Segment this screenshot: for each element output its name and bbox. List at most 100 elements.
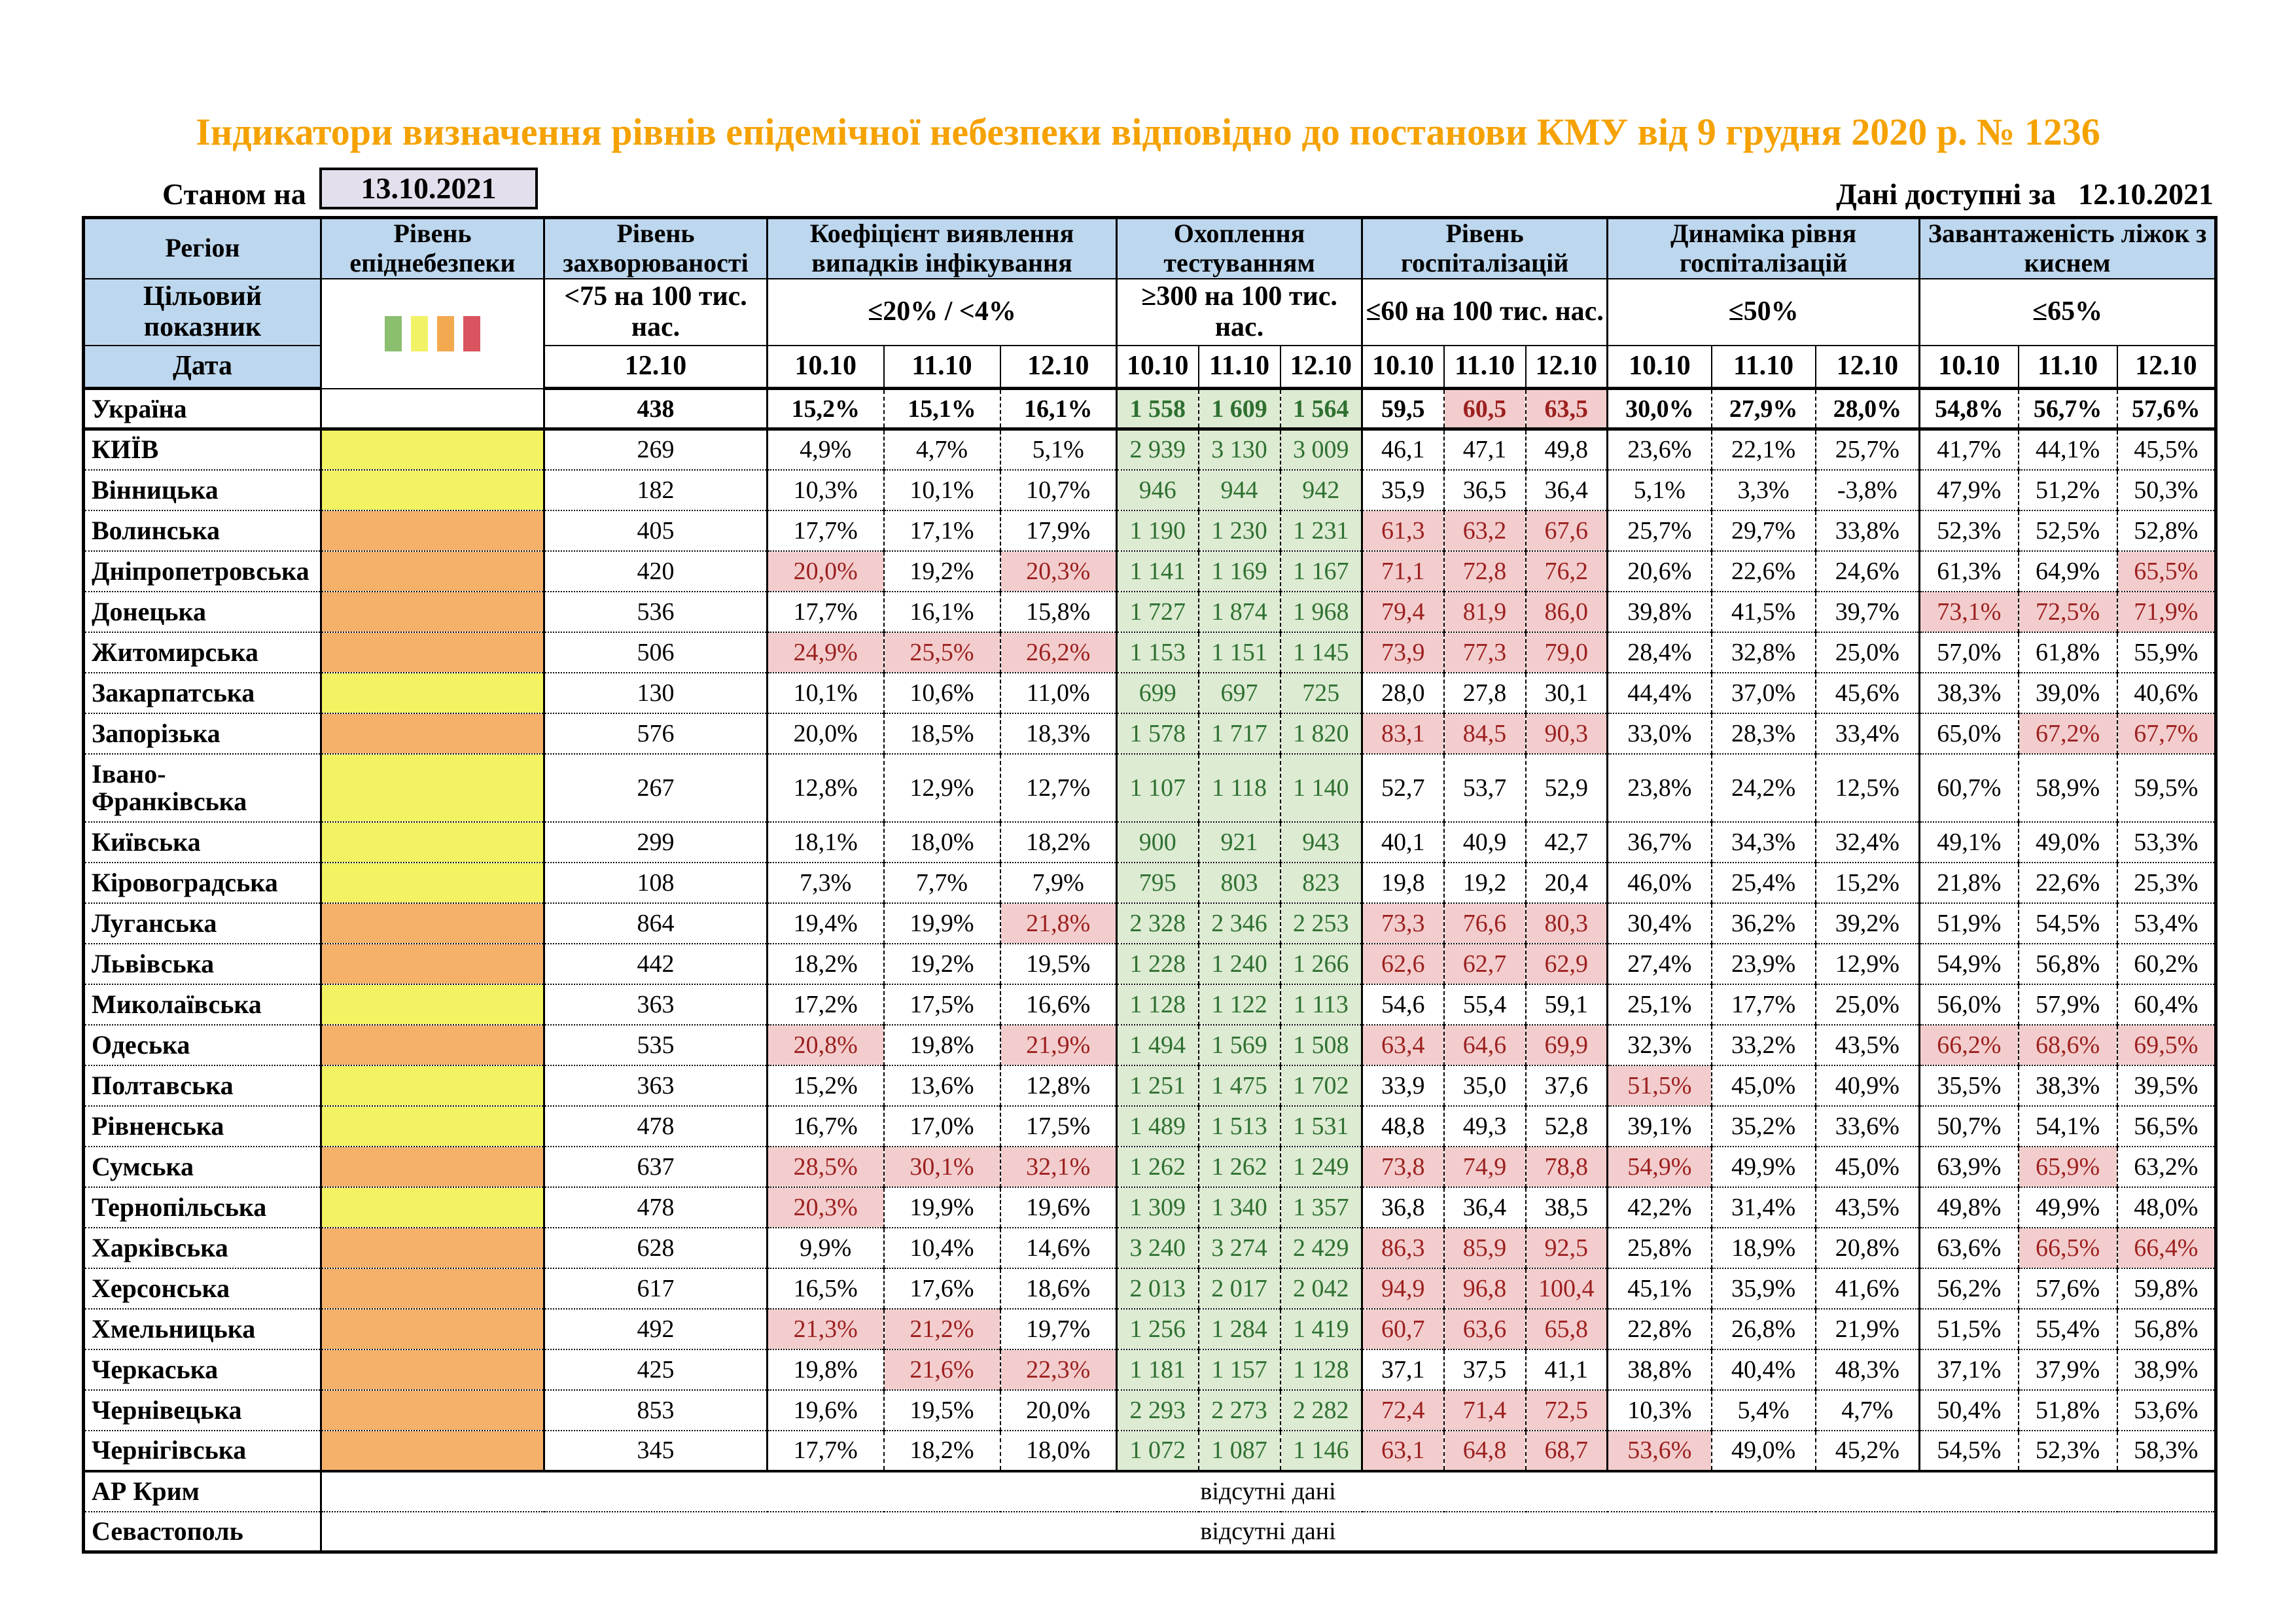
value-cell: 1 249 bbox=[1279, 1145, 1362, 1187]
value-cell: 33,0% bbox=[1606, 712, 1712, 754]
value-cell: 59,5% bbox=[2116, 753, 2216, 822]
incidence-value: 420 bbox=[543, 550, 768, 592]
value-cell: 921 bbox=[1197, 821, 1280, 863]
value-cell: 1 251 bbox=[1116, 1064, 1199, 1106]
region-row: Луганська 864 19,4% 19,9% 21,8% 2 328 2 346 2 2… bbox=[83, 902, 2216, 944]
legend-yellow-bar bbox=[411, 315, 428, 351]
value-cell: 27,9% bbox=[1710, 387, 1816, 431]
value-cell: 29,7% bbox=[1710, 509, 1816, 551]
value-cell: 36,7% bbox=[1606, 821, 1712, 863]
value-cell: 19,6% bbox=[766, 1389, 884, 1431]
value-cell: 63,4 bbox=[1361, 1024, 1444, 1065]
value-cell: 54,5% bbox=[1918, 1429, 2019, 1471]
value-cell: 25,0% bbox=[1814, 983, 1920, 1025]
value-cell: 36,4 bbox=[1443, 1186, 1526, 1228]
value-cell: 80,3 bbox=[1525, 902, 1608, 944]
incidence-value: 182 bbox=[543, 469, 768, 510]
value-cell: 22,8% bbox=[1606, 1308, 1712, 1349]
value-cell: 19,7% bbox=[999, 1308, 1117, 1349]
header-row-columns: Регіон Рівень епіднебезпеки Рівень захво… bbox=[82, 217, 2217, 279]
value-cell: 63,9% bbox=[1918, 1145, 2019, 1187]
region-name: Волинська bbox=[83, 509, 322, 551]
value-cell: 1 609 bbox=[1197, 387, 1280, 431]
value-cell: 1 151 bbox=[1197, 631, 1280, 673]
value-cell: 900 bbox=[1116, 821, 1199, 863]
value-cell: 53,3% bbox=[2116, 821, 2216, 863]
value-cell: 946 bbox=[1116, 469, 1199, 510]
value-cell: 18,9% bbox=[1710, 1226, 1816, 1268]
region-name: Україна bbox=[83, 387, 322, 431]
value-cell: 39,0% bbox=[2017, 671, 2117, 713]
value-cell: 699 bbox=[1116, 671, 1199, 713]
value-cell: 32,8% bbox=[1710, 631, 1816, 673]
value-cell: 100,4 bbox=[1525, 1267, 1608, 1309]
epidemic-level-cell bbox=[321, 509, 545, 551]
region-name: Полтавська bbox=[83, 1064, 322, 1106]
value-cell: 68,7 bbox=[1525, 1429, 1608, 1471]
value-cell: 64,9% bbox=[2017, 550, 2117, 592]
value-cell: 1 558 bbox=[1116, 387, 1199, 431]
value-cell: 40,6% bbox=[2116, 671, 2216, 713]
region-name: Одеська bbox=[83, 1024, 322, 1065]
region-name: Харківська bbox=[83, 1226, 322, 1268]
value-cell: 52,9 bbox=[1525, 753, 1608, 822]
value-cell: 41,7% bbox=[1918, 428, 2019, 470]
value-cell: 5,4% bbox=[1710, 1389, 1816, 1431]
region-name: Рівненська bbox=[83, 1105, 322, 1147]
absent-row: АР Крим відсутні дані bbox=[83, 1469, 2216, 1512]
value-cell: 65,0% bbox=[1918, 712, 2019, 754]
value-cell: 15,2% bbox=[766, 387, 884, 431]
value-cell: 1 820 bbox=[1279, 712, 1362, 754]
value-cell: 4,9% bbox=[766, 428, 884, 470]
value-cell: 81,9 bbox=[1443, 590, 1526, 632]
value-cell: 1 513 bbox=[1197, 1105, 1280, 1147]
value-cell: 73,9 bbox=[1361, 631, 1444, 673]
value-cell: 44,1% bbox=[2017, 428, 2117, 470]
value-cell: 1 564 bbox=[1279, 387, 1362, 431]
value-cell: 63,6% bbox=[1918, 1226, 2019, 1268]
value-cell: 16,5% bbox=[766, 1267, 884, 1309]
value-cell: 96,8 bbox=[1443, 1267, 1526, 1309]
value-cell: 41,1 bbox=[1525, 1348, 1608, 1390]
value-cell: 1 230 bbox=[1197, 509, 1280, 551]
value-cell: 42,2% bbox=[1606, 1186, 1712, 1228]
value-cell: 46,1 bbox=[1361, 428, 1444, 470]
value-cell: 50,3% bbox=[2116, 469, 2216, 510]
value-cell: 2 282 bbox=[1279, 1389, 1362, 1431]
value-cell: 20,4 bbox=[1525, 861, 1608, 903]
region-name: Тернопільська bbox=[83, 1186, 322, 1228]
region-name: Вінницька bbox=[83, 469, 322, 510]
epidemic-level-cell bbox=[321, 1186, 545, 1228]
value-cell: 61,3% bbox=[1918, 550, 2019, 592]
value-cell: 60,7 bbox=[1361, 1308, 1444, 1349]
value-cell: 39,5% bbox=[2116, 1064, 2216, 1106]
indicators-table: Регіон Рівень епіднебезпеки Рівень захво… bbox=[82, 216, 2218, 1554]
epidemic-level-cell bbox=[321, 1308, 545, 1349]
region-row: Чернігівська 345 17,7% 18,2% 18,0% 1 072 1 087… bbox=[83, 1429, 2216, 1471]
value-cell: 51,9% bbox=[1918, 902, 2019, 944]
col-header-region: Регіон bbox=[82, 217, 322, 279]
value-cell: 72,5% bbox=[2017, 590, 2117, 632]
region-name: Київська bbox=[83, 821, 322, 863]
value-cell: 1 122 bbox=[1197, 983, 1280, 1025]
value-cell: 2 346 bbox=[1197, 902, 1280, 944]
target-detection: ≤20% / <4% bbox=[766, 277, 1118, 346]
incidence-value: 363 bbox=[543, 1064, 768, 1106]
value-cell: 697 bbox=[1197, 671, 1280, 713]
epidemic-level-cell bbox=[321, 983, 545, 1025]
value-cell: 21,2% bbox=[883, 1308, 1000, 1349]
value-cell: 19,9% bbox=[883, 902, 1000, 944]
target-testing: ≥300 на 100 тис. нас. bbox=[1116, 277, 1363, 346]
epidemic-level-cell bbox=[321, 1105, 545, 1147]
value-cell: 67,6 bbox=[1525, 509, 1608, 551]
region-name: Кіровоградська bbox=[83, 861, 322, 903]
value-cell: 7,7% bbox=[883, 861, 1000, 903]
region-name: Закарпатська bbox=[83, 671, 322, 713]
value-cell: 10,1% bbox=[766, 671, 884, 713]
value-cell: 3 009 bbox=[1279, 428, 1362, 470]
value-cell: 55,4% bbox=[2017, 1308, 2117, 1349]
value-cell: 3 130 bbox=[1197, 428, 1280, 470]
value-cell: 1 340 bbox=[1197, 1186, 1280, 1228]
data-available: Дані доступні за 12.10.2021 bbox=[1836, 177, 2214, 211]
target-hospitalization: ≤60 на 100 тис. нас. bbox=[1361, 277, 1608, 346]
